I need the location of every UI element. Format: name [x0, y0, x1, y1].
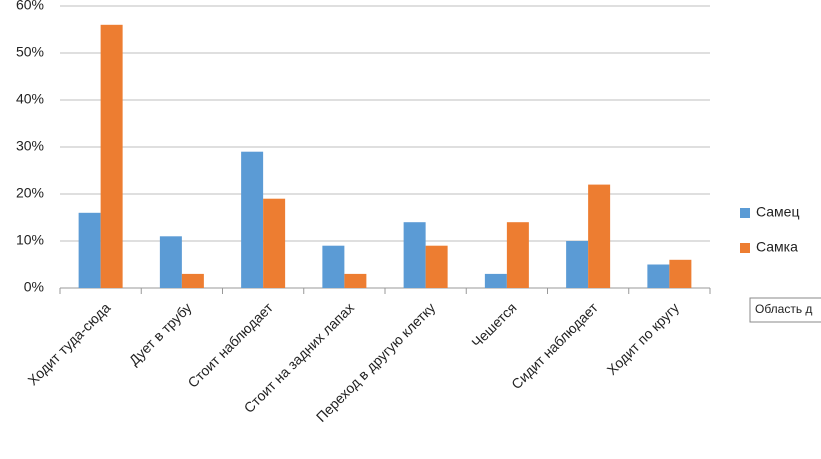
- bar: [403, 222, 426, 288]
- bar: [506, 222, 529, 288]
- bar: [425, 245, 448, 288]
- y-tick-label: 20%: [16, 185, 44, 201]
- bar: [484, 273, 507, 288]
- y-tick-label: 60%: [16, 0, 44, 13]
- legend-swatch: [740, 208, 750, 218]
- bar: [181, 273, 204, 288]
- bar: [588, 184, 611, 288]
- x-tick-label: Дует в трубу: [126, 299, 195, 368]
- y-tick-label: 50%: [16, 44, 44, 60]
- x-tick-label: Ходит по кругу: [604, 299, 683, 378]
- bar: [241, 151, 264, 288]
- tooltip-box: [749, 297, 821, 323]
- bar: [647, 264, 670, 288]
- x-tick-label: Стоит наблюдает: [184, 299, 276, 391]
- y-tick-label: 40%: [16, 91, 44, 107]
- x-tick-label: Чешется: [468, 299, 519, 350]
- bar: [78, 212, 101, 288]
- y-tick-label: 0%: [24, 279, 44, 295]
- bar: [669, 259, 692, 288]
- legend-label: Самец: [756, 204, 799, 220]
- x-tick-label: Ходит туда-сюда: [24, 299, 113, 388]
- y-tick-label: 30%: [16, 138, 44, 154]
- bar: [159, 236, 182, 288]
- bar: [100, 24, 123, 289]
- bar: [566, 241, 589, 288]
- legend-swatch: [740, 243, 750, 253]
- x-tick-label: Сидит наблюдает: [508, 299, 601, 392]
- y-tick-label: 10%: [16, 232, 44, 248]
- bar: [263, 198, 286, 288]
- legend-label: Самка: [756, 239, 798, 255]
- bar: [344, 273, 367, 288]
- tooltip: Область д: [755, 302, 812, 316]
- bar: [322, 245, 345, 288]
